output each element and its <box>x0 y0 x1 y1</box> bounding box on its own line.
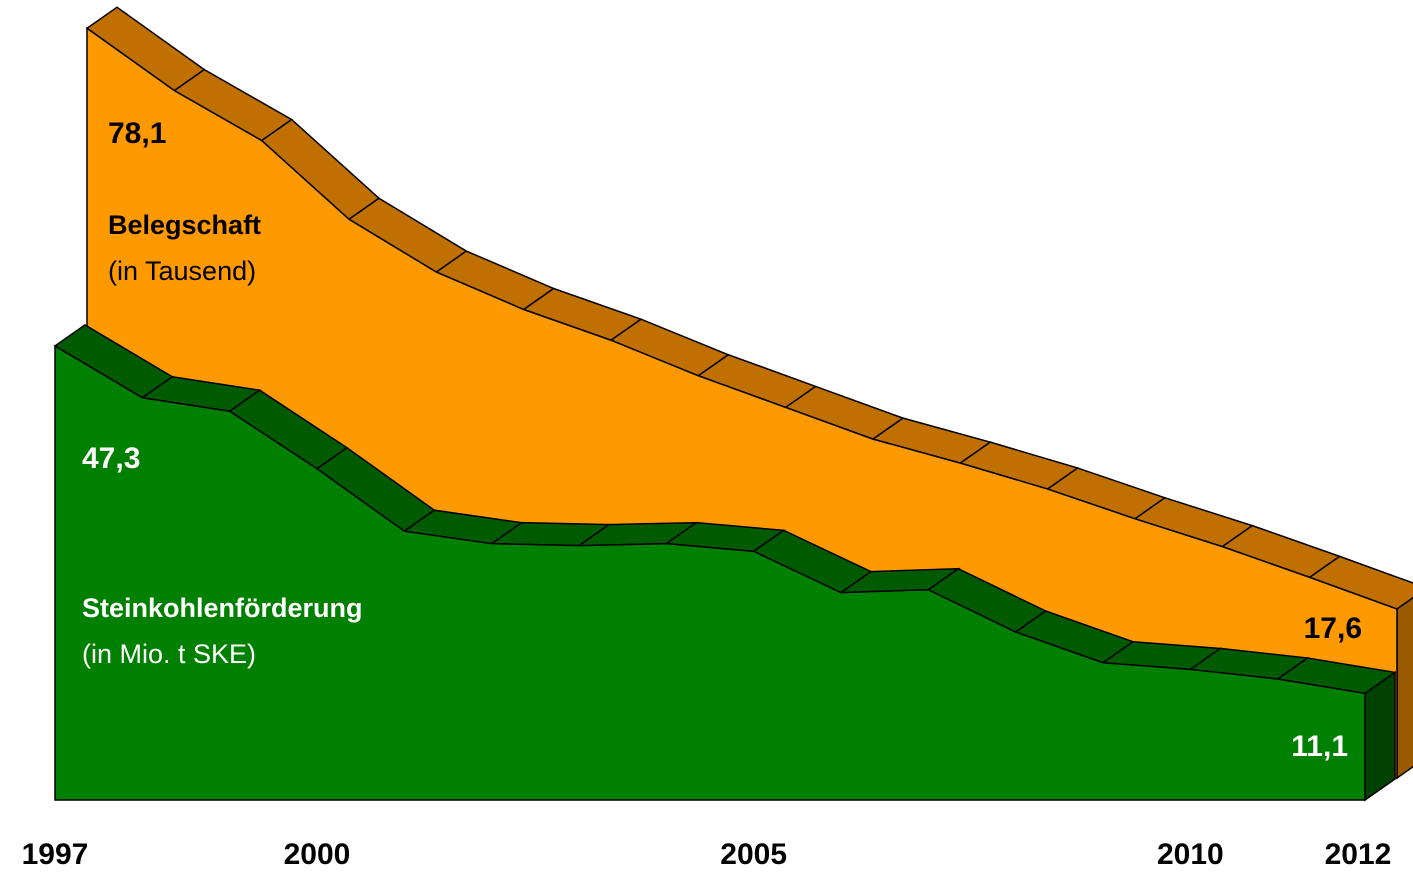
area-front <box>54 344 1366 801</box>
x-tick-label: 1997 <box>22 838 89 871</box>
series-name: Belegschaft <box>108 210 261 240</box>
x-tick-label: 2010 <box>1157 838 1224 871</box>
side-face <box>1396 596 1413 780</box>
value-label: 78,1 <box>108 117 166 150</box>
side-face <box>1364 670 1396 802</box>
series-unit: (in Mio. t SKE) <box>82 639 256 669</box>
value-label: 47,3 <box>82 442 140 475</box>
x-tick-label: 2005 <box>720 838 787 871</box>
series-unit: (in Tausend) <box>108 256 256 286</box>
value-label: 11,1 <box>1291 730 1348 763</box>
x-tick-label: 2012 <box>1325 838 1392 871</box>
series-name: Steinkohlenförderung <box>82 593 363 623</box>
x-tick-label: 2000 <box>284 838 351 871</box>
value-label: 17,6 <box>1304 612 1362 645</box>
